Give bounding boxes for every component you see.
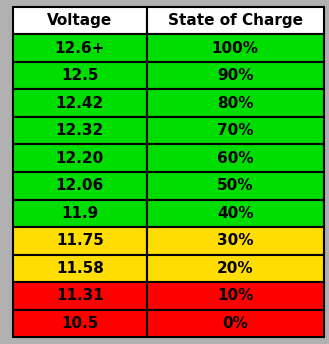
Text: 11.31: 11.31 bbox=[56, 288, 104, 303]
Text: 12.6+: 12.6+ bbox=[55, 41, 105, 56]
Text: 10%: 10% bbox=[217, 288, 253, 303]
Text: 60%: 60% bbox=[217, 151, 254, 166]
Bar bbox=[13, 200, 147, 227]
Bar bbox=[13, 62, 147, 89]
Bar bbox=[147, 144, 324, 172]
Bar bbox=[13, 227, 147, 255]
Text: Voltage: Voltage bbox=[47, 13, 113, 28]
Text: 50%: 50% bbox=[217, 178, 253, 193]
Bar bbox=[13, 282, 147, 310]
Bar bbox=[147, 7, 324, 34]
Text: 12.20: 12.20 bbox=[56, 151, 104, 166]
Text: 10.5: 10.5 bbox=[61, 316, 99, 331]
Bar bbox=[147, 255, 324, 282]
Text: 0%: 0% bbox=[222, 316, 248, 331]
Bar bbox=[13, 310, 147, 337]
Bar bbox=[13, 89, 147, 117]
Bar bbox=[147, 282, 324, 310]
Text: 11.9: 11.9 bbox=[61, 206, 99, 221]
Bar bbox=[147, 227, 324, 255]
Text: 90%: 90% bbox=[217, 68, 253, 83]
Text: State of Charge: State of Charge bbox=[168, 13, 303, 28]
Text: 40%: 40% bbox=[217, 206, 253, 221]
Text: 11.75: 11.75 bbox=[56, 233, 104, 248]
Text: 30%: 30% bbox=[217, 233, 253, 248]
Bar bbox=[147, 200, 324, 227]
Bar bbox=[13, 144, 147, 172]
Bar bbox=[147, 172, 324, 200]
Bar bbox=[147, 62, 324, 89]
Bar bbox=[13, 34, 147, 62]
Text: 12.32: 12.32 bbox=[56, 123, 104, 138]
Text: 80%: 80% bbox=[217, 96, 253, 111]
Bar bbox=[13, 117, 147, 144]
Bar bbox=[147, 310, 324, 337]
Bar bbox=[13, 255, 147, 282]
Text: 12.42: 12.42 bbox=[56, 96, 104, 111]
Bar bbox=[147, 117, 324, 144]
Text: 12.06: 12.06 bbox=[56, 178, 104, 193]
Text: 100%: 100% bbox=[212, 41, 259, 56]
Bar bbox=[147, 34, 324, 62]
Text: 70%: 70% bbox=[217, 123, 253, 138]
Bar bbox=[13, 7, 147, 34]
Text: 12.5: 12.5 bbox=[61, 68, 99, 83]
Text: 20%: 20% bbox=[217, 261, 254, 276]
Text: 11.58: 11.58 bbox=[56, 261, 104, 276]
Bar bbox=[147, 89, 324, 117]
Bar bbox=[13, 172, 147, 200]
